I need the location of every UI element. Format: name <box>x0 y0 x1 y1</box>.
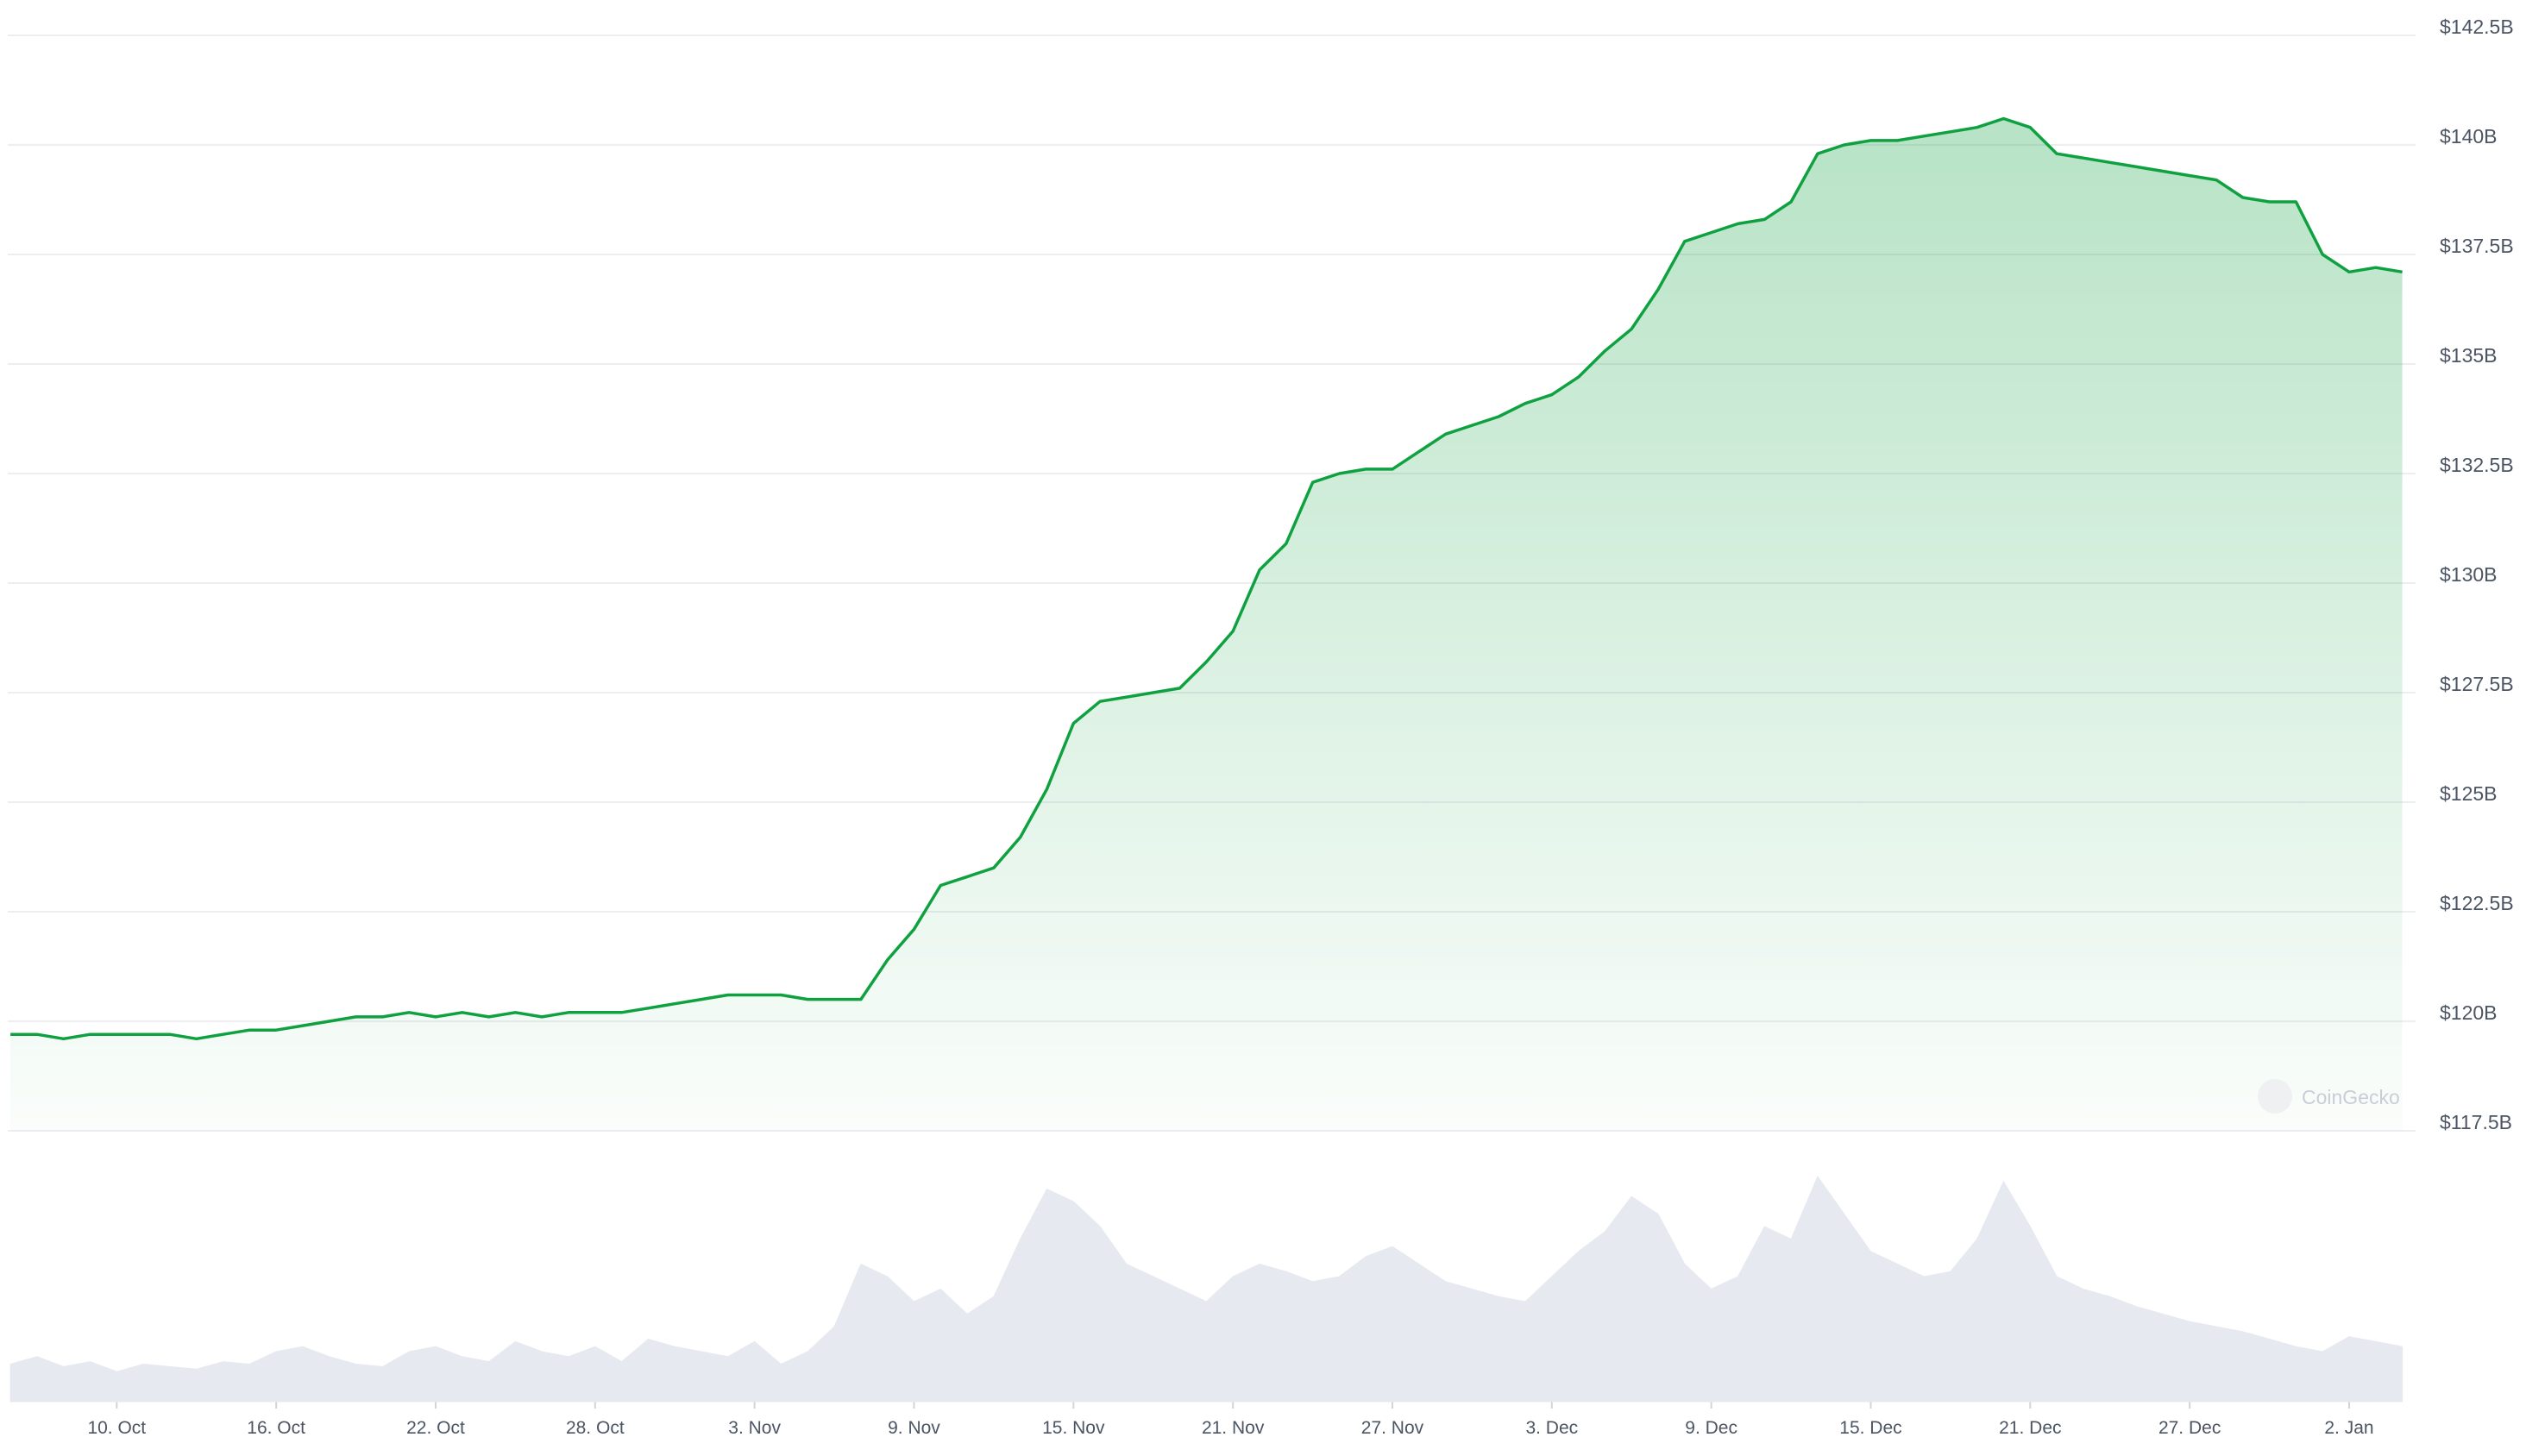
y-tick-label: $140B <box>2440 125 2498 147</box>
y-tick-label: $117.5B <box>2440 1111 2512 1133</box>
y-tick-label: $130B <box>2440 563 2498 586</box>
price-line <box>10 116 2403 1041</box>
y-tick-label: $137.5B <box>2440 235 2514 257</box>
y-tick-label: $125B <box>2440 782 2498 805</box>
watermark-text: CoinGecko <box>2302 1086 2400 1108</box>
y-tick-label: $120B <box>2440 1001 2498 1024</box>
x-tick-label: 27. Nov <box>1361 1418 1424 1438</box>
watermark: CoinGecko <box>2258 1079 2400 1114</box>
x-tick-label: 10. Oct <box>87 1418 146 1438</box>
y-tick-label: $122.5B <box>2440 892 2514 914</box>
x-tick-label: 3. Nov <box>728 1418 781 1438</box>
x-tick-label: 16. Oct <box>247 1418 305 1438</box>
y-tick-label: $142.5B <box>2440 16 2514 38</box>
x-tick-label: 3. Dec <box>1525 1418 1578 1438</box>
y-tick-label: $135B <box>2440 344 2498 367</box>
x-tick-label: 15. Nov <box>1042 1418 1105 1438</box>
y-tick-label: $132.5B <box>2440 454 2514 476</box>
price-area <box>10 118 2403 1131</box>
x-tick-label: 28. Oct <box>566 1418 625 1438</box>
x-tick-label: 9. Dec <box>1685 1418 1737 1438</box>
x-tick-label: 21. Dec <box>1999 1418 2061 1438</box>
x-tick-label: 9. Nov <box>888 1418 940 1438</box>
volume-area <box>9 1175 2403 1403</box>
x-tick-label: 15. Dec <box>1839 1418 1901 1438</box>
x-tick-label: 21. Nov <box>1202 1418 1265 1438</box>
x-tick-label: 27. Dec <box>2158 1418 2221 1438</box>
x-tick-label: 22. Oct <box>406 1418 465 1438</box>
y-tick-label: $127.5B <box>2440 673 2514 695</box>
watermark-logo <box>2258 1079 2292 1114</box>
x-tick-label: 2. Jan <box>2324 1418 2373 1438</box>
